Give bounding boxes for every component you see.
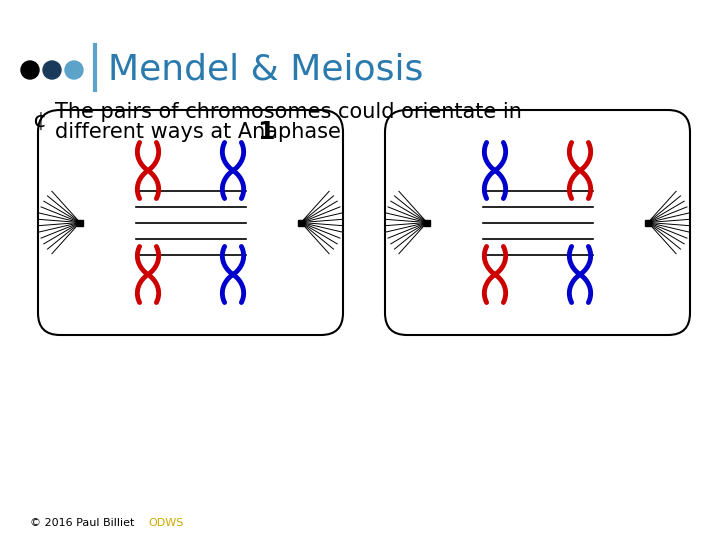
- FancyBboxPatch shape: [38, 110, 343, 335]
- Circle shape: [65, 61, 83, 79]
- Text: 1: 1: [257, 120, 274, 144]
- Text: ODWS: ODWS: [148, 518, 184, 528]
- Text: different ways at Anaphase: different ways at Anaphase: [55, 122, 348, 142]
- Text: ¢: ¢: [32, 112, 46, 132]
- Text: Mendel & Meiosis: Mendel & Meiosis: [108, 53, 423, 87]
- Circle shape: [43, 61, 61, 79]
- FancyBboxPatch shape: [385, 110, 690, 335]
- Text: © 2016 Paul Billiet: © 2016 Paul Billiet: [30, 518, 138, 528]
- Text: The pairs of chromosomes could orientate in: The pairs of chromosomes could orientate…: [55, 102, 522, 122]
- Circle shape: [21, 61, 39, 79]
